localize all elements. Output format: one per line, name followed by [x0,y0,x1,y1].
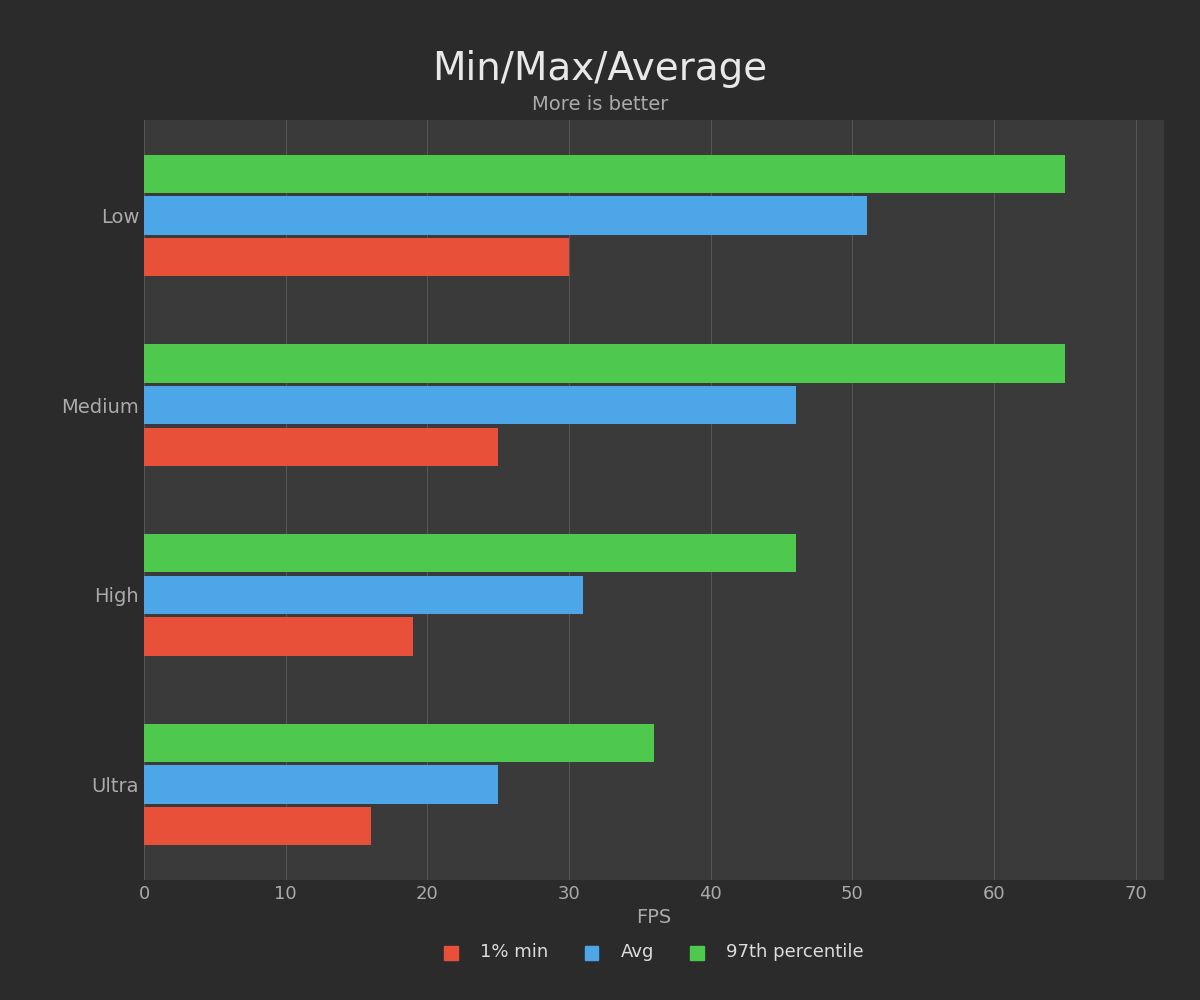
Bar [144,196,866,235]
X-axis label: FPS: FPS [636,908,672,927]
Bar [144,428,498,466]
Bar [144,386,796,424]
Bar [144,238,569,276]
Text: More is better: More is better [532,95,668,114]
Text: Min/Max/Average: Min/Max/Average [432,50,768,88]
Bar [144,765,498,804]
Bar [144,617,413,656]
Legend: 1% min, Avg, 97th percentile: 1% min, Avg, 97th percentile [436,932,872,970]
Bar [144,576,583,614]
Bar [144,724,654,762]
Bar [144,155,1064,193]
Bar [144,807,371,845]
Bar [144,534,796,572]
Bar [144,344,1064,383]
